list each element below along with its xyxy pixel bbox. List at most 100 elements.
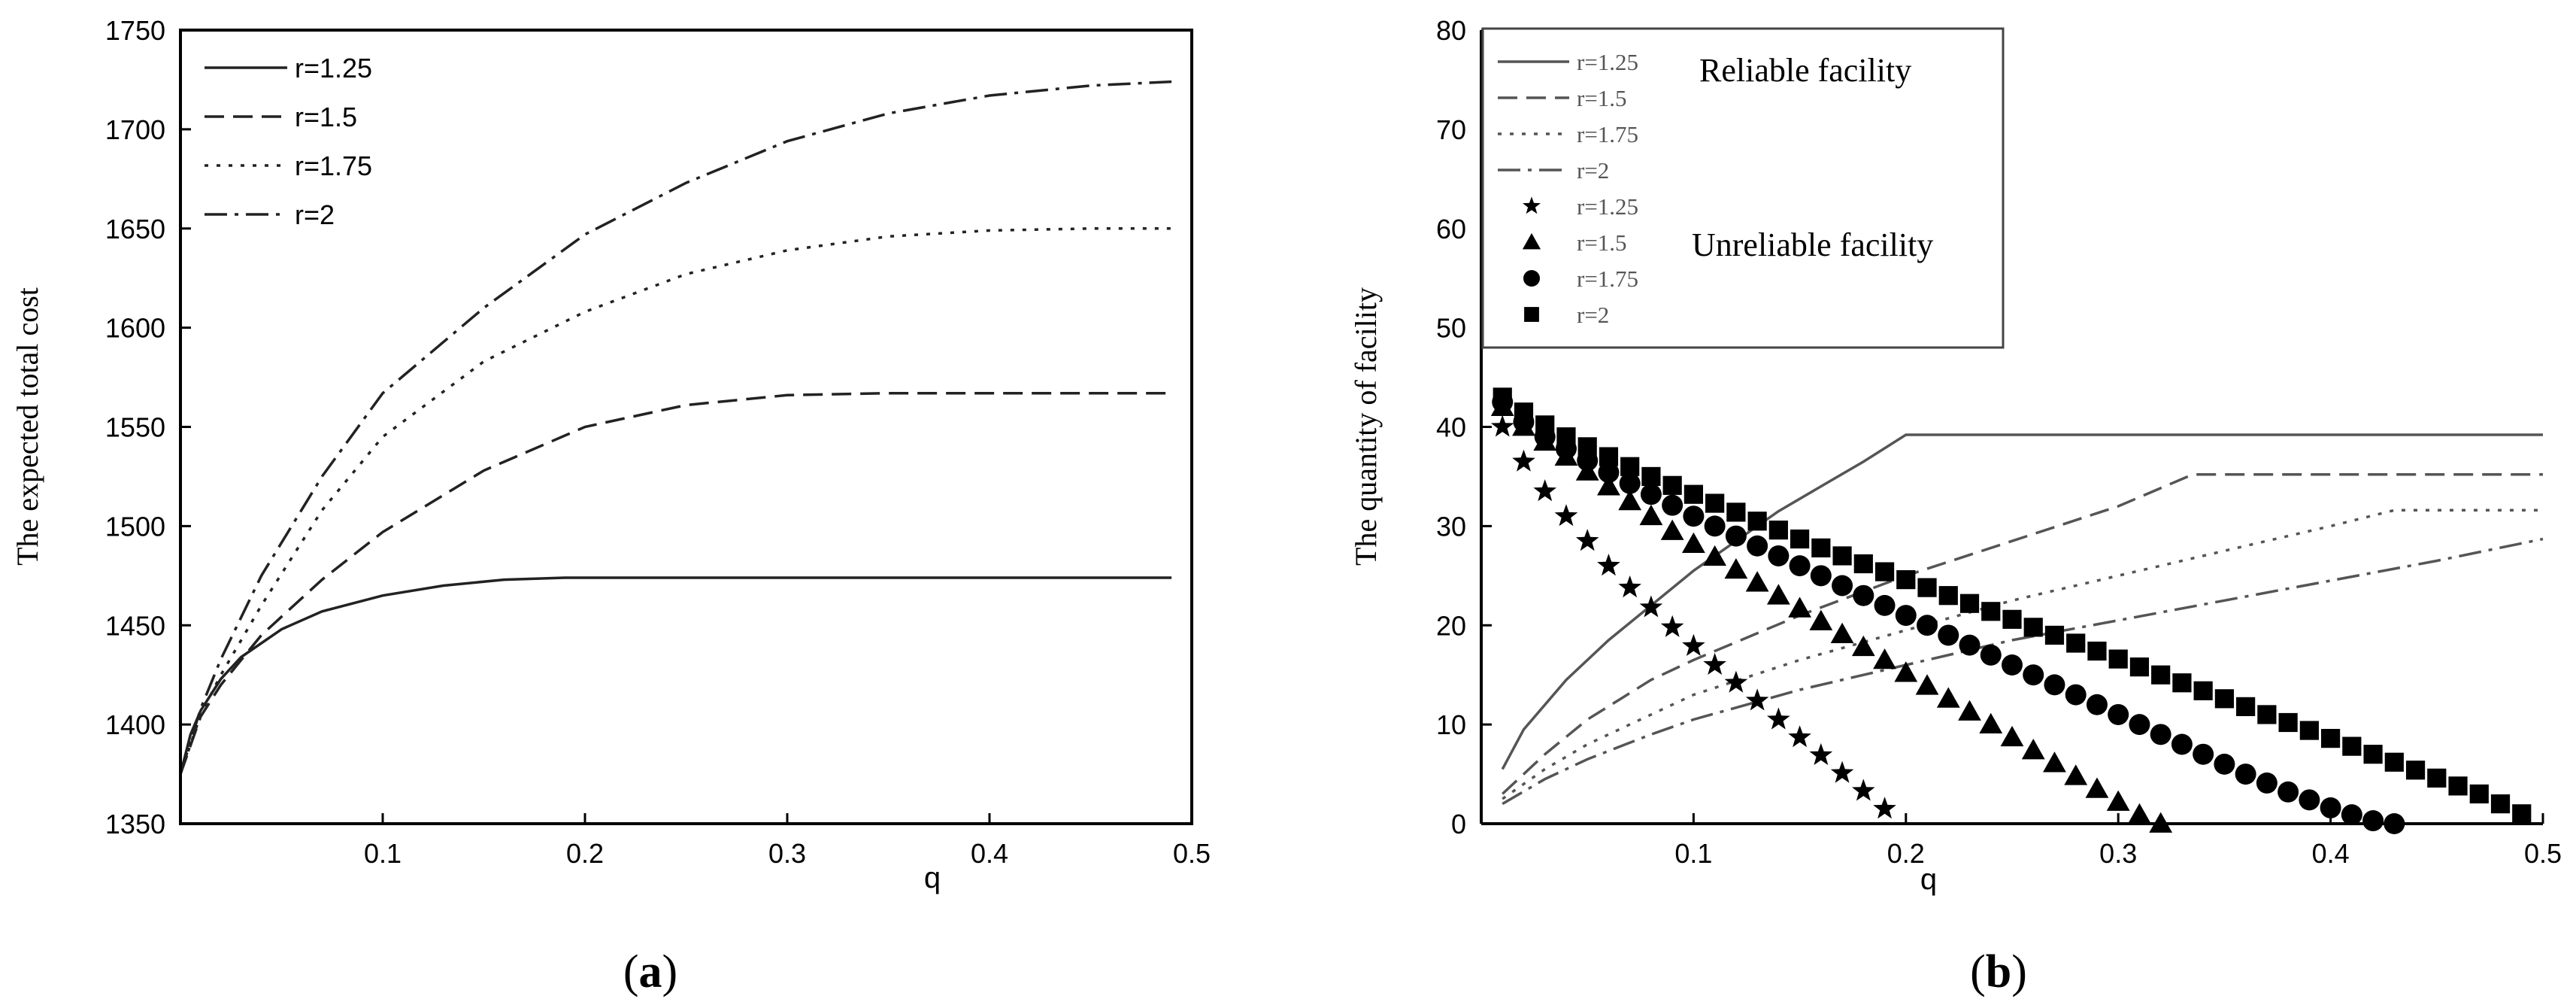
chart-b-x-ticks: 0.1 0.2 0.3 0.4 0.5 [1674, 813, 2562, 869]
b-marker-square [1981, 602, 2001, 621]
a-x-tick-label: 0.4 [971, 838, 1008, 869]
b-marker-circle [1747, 535, 1768, 557]
b-marker-square [1493, 387, 1512, 407]
b-marker-square [2257, 705, 2277, 724]
b-marker-triangle [1703, 545, 1727, 566]
chart-a-x-ticks: 0.1 0.2 0.3 0.4 0.5 [364, 813, 1211, 869]
b-marker-star [1639, 595, 1663, 618]
b-marker-star [1745, 688, 1769, 711]
a-line-series-dot [179, 227, 1172, 775]
b-marker-triangle [1809, 609, 1833, 630]
chart-b-series [1490, 387, 2544, 834]
b-marker-square [2151, 665, 2171, 685]
b-marker-triangle [1618, 490, 1642, 511]
chart-a-lines [179, 80, 1172, 775]
b-marker-triangle [2085, 777, 2109, 798]
b-marker-square [1938, 586, 1958, 606]
chart-b-legend-label: r=1.5 [1577, 85, 1627, 111]
b-x-tick-label: 0.4 [2312, 838, 2350, 869]
b-marker-star [1490, 414, 1514, 437]
b-marker-circle [2277, 781, 2299, 803]
chart-a-legend-label: r=1.5 [295, 102, 357, 132]
b-marker-circle [1853, 584, 1874, 606]
b-marker-star [1618, 575, 1641, 598]
b-marker-triangle [2021, 739, 2045, 760]
b-marker-circle [1619, 472, 1641, 494]
a-x-tick-label: 0.3 [768, 838, 806, 869]
a-y-tick-label: 1700 [105, 114, 165, 145]
b-marker-triangle [1979, 712, 2003, 734]
chart-a-legend: r=1.25 r=1.5 r=1.75 r=2 [205, 53, 372, 230]
b-marker-triangle [1660, 519, 1684, 540]
b-marker-circle [1725, 525, 1747, 547]
b-y-tick-label: 20 [1436, 610, 1466, 641]
b-marker-square [1832, 546, 1852, 566]
b-marker-square [2405, 761, 2426, 780]
chart-b-legend-label: r=1.75 [1577, 121, 1638, 147]
chart-b-y-ticks: 0 10 20 30 40 50 60 70 80 [1436, 15, 1492, 839]
b-marker-triangle [2106, 790, 2130, 811]
b-marker-star [1512, 449, 1535, 472]
b-marker-circle [2362, 810, 2384, 832]
b-marker-series-circle [1492, 391, 2405, 834]
b-marker-star [1830, 761, 1854, 783]
chart-b-legend-marker-square [1524, 307, 1539, 322]
b-marker-square [1853, 554, 1873, 574]
b-marker-square [2363, 745, 2383, 764]
b-marker-triangle [1830, 622, 1854, 644]
b-marker-square [1747, 512, 1767, 531]
b-x-tick-label: 0.3 [2099, 838, 2137, 869]
chart-b-x-axis-label: q [1920, 863, 1937, 896]
b-marker-triangle [1958, 700, 1981, 721]
a-y-tick-label: 1750 [105, 15, 165, 46]
b-marker-star [1873, 797, 1896, 819]
b-marker-square [2278, 712, 2298, 733]
b-y-tick-label: 0 [1451, 809, 1466, 839]
chart-b-legend-group-label: Reliable facility [1699, 52, 1911, 89]
b-marker-circle [1810, 565, 1832, 587]
b-y-tick-label: 80 [1436, 15, 1466, 46]
b-marker-square [1768, 521, 1788, 540]
b-marker-square [1790, 529, 1810, 549]
b-marker-circle [1938, 624, 1959, 646]
b-marker-square [1959, 594, 1980, 613]
chart-b-y-axis-label: The quantity of facility [1349, 287, 1383, 566]
b-marker-square [1535, 415, 1555, 435]
b-marker-triangle [1766, 584, 1790, 605]
b-marker-square [1726, 502, 1746, 522]
b-marker-square [2512, 804, 2532, 824]
b-marker-circle [1895, 605, 1917, 627]
b-marker-square [1577, 437, 1597, 457]
b-marker-circle [1662, 494, 1683, 516]
b-marker-square [2087, 641, 2107, 661]
chart-a-x-axis-label: q [924, 861, 941, 894]
chart-a-y-ticks: 1350 1400 1450 1500 1550 1600 1650 1700 1750 [105, 15, 191, 839]
b-marker-circle [2108, 703, 2129, 725]
chart-b-legend-marker-circle [1523, 270, 1540, 287]
b-marker-square [2384, 752, 2404, 772]
b-marker-triangle [1788, 597, 1811, 618]
chart-b-legend-label: r=1.25 [1577, 49, 1638, 75]
b-y-tick-label: 40 [1436, 412, 1466, 443]
chart-b-legend-label: r=1.25 [1577, 193, 1638, 220]
b-marker-square [1874, 562, 1895, 581]
chart-a-y-axis-label: The expected total cost [11, 287, 44, 566]
b-marker-circle [2002, 654, 2023, 676]
a-y-tick-label: 1650 [105, 214, 165, 244]
b-marker-star [1682, 633, 1705, 656]
b-marker-circle [2235, 764, 2256, 785]
b-y-tick-label: 10 [1436, 709, 1466, 740]
b-marker-square [1556, 427, 1576, 447]
b-marker-square [1514, 402, 1534, 422]
a-y-tick-label: 1350 [105, 809, 165, 839]
b-marker-star [1575, 529, 1599, 551]
chart-a-axes-frame [179, 29, 1193, 825]
chart-b-legend-label: r=1.75 [1577, 266, 1638, 292]
b-x-tick-label: 0.5 [2524, 838, 2562, 869]
b-marker-square [1683, 484, 1703, 504]
chart-b-legend-box [1481, 27, 2005, 349]
b-marker-triangle [2000, 725, 2024, 747]
b-marker-square [2023, 618, 2043, 637]
b-marker-star [1660, 615, 1684, 637]
